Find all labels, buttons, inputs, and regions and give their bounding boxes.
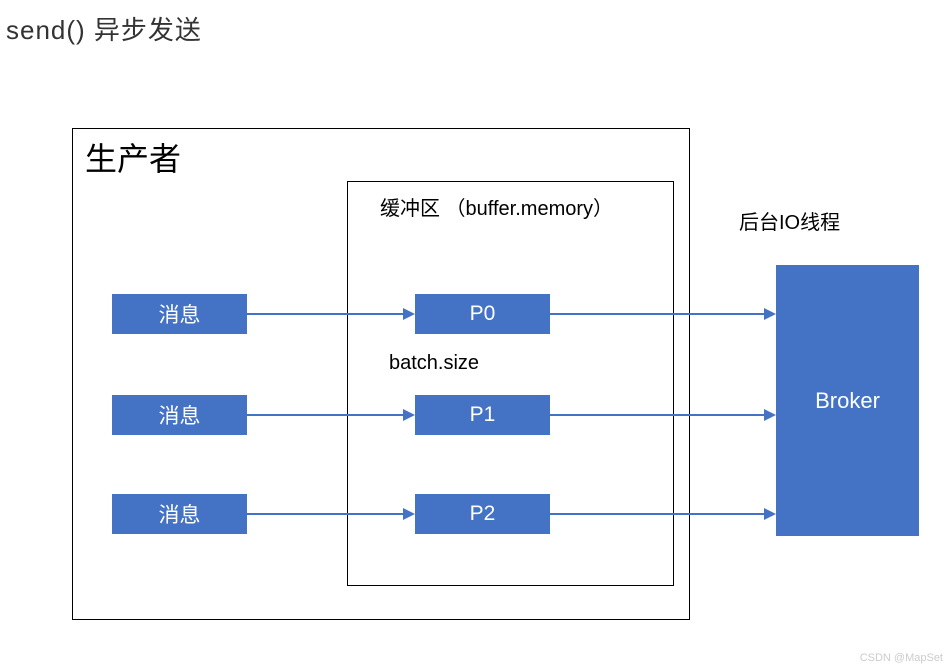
- message-box-0: 消息: [112, 294, 247, 334]
- broker-box: Broker: [776, 265, 919, 536]
- producer-container: 生产者 缓冲区 （buffer.memory）: [72, 128, 690, 620]
- arrow-msg0-p0-line: [247, 313, 403, 315]
- partition-box-1: P1: [415, 395, 550, 435]
- arrow-p2-broker-head: [764, 508, 776, 520]
- io-thread-label: 后台IO线程: [739, 206, 840, 235]
- buffer-label: 缓冲区 （buffer.memory）: [380, 192, 613, 221]
- arrow-msg2-p2-head: [403, 508, 415, 520]
- arrow-p1-broker-head: [764, 409, 776, 421]
- watermark-text: CSDN @MapSet: [860, 652, 943, 664]
- arrow-msg1-p1-line: [247, 414, 403, 416]
- producer-label: 生产者: [85, 134, 181, 180]
- arrow-p0-broker-line: [550, 313, 764, 315]
- arrow-msg1-p1-head: [403, 409, 415, 421]
- partition-box-2: P2: [415, 494, 550, 534]
- arrow-p0-broker-head: [764, 308, 776, 320]
- arrow-p2-broker-line: [550, 513, 764, 515]
- message-box-1: 消息: [112, 395, 247, 435]
- arrow-msg2-p2-line: [247, 513, 403, 515]
- arrow-msg0-p0-head: [403, 308, 415, 320]
- page-title: send() 异步发送: [6, 10, 202, 47]
- batch-size-label: batch.size: [389, 352, 479, 375]
- message-box-2: 消息: [112, 494, 247, 534]
- arrow-p1-broker-line: [550, 414, 764, 416]
- partition-box-0: P0: [415, 294, 550, 334]
